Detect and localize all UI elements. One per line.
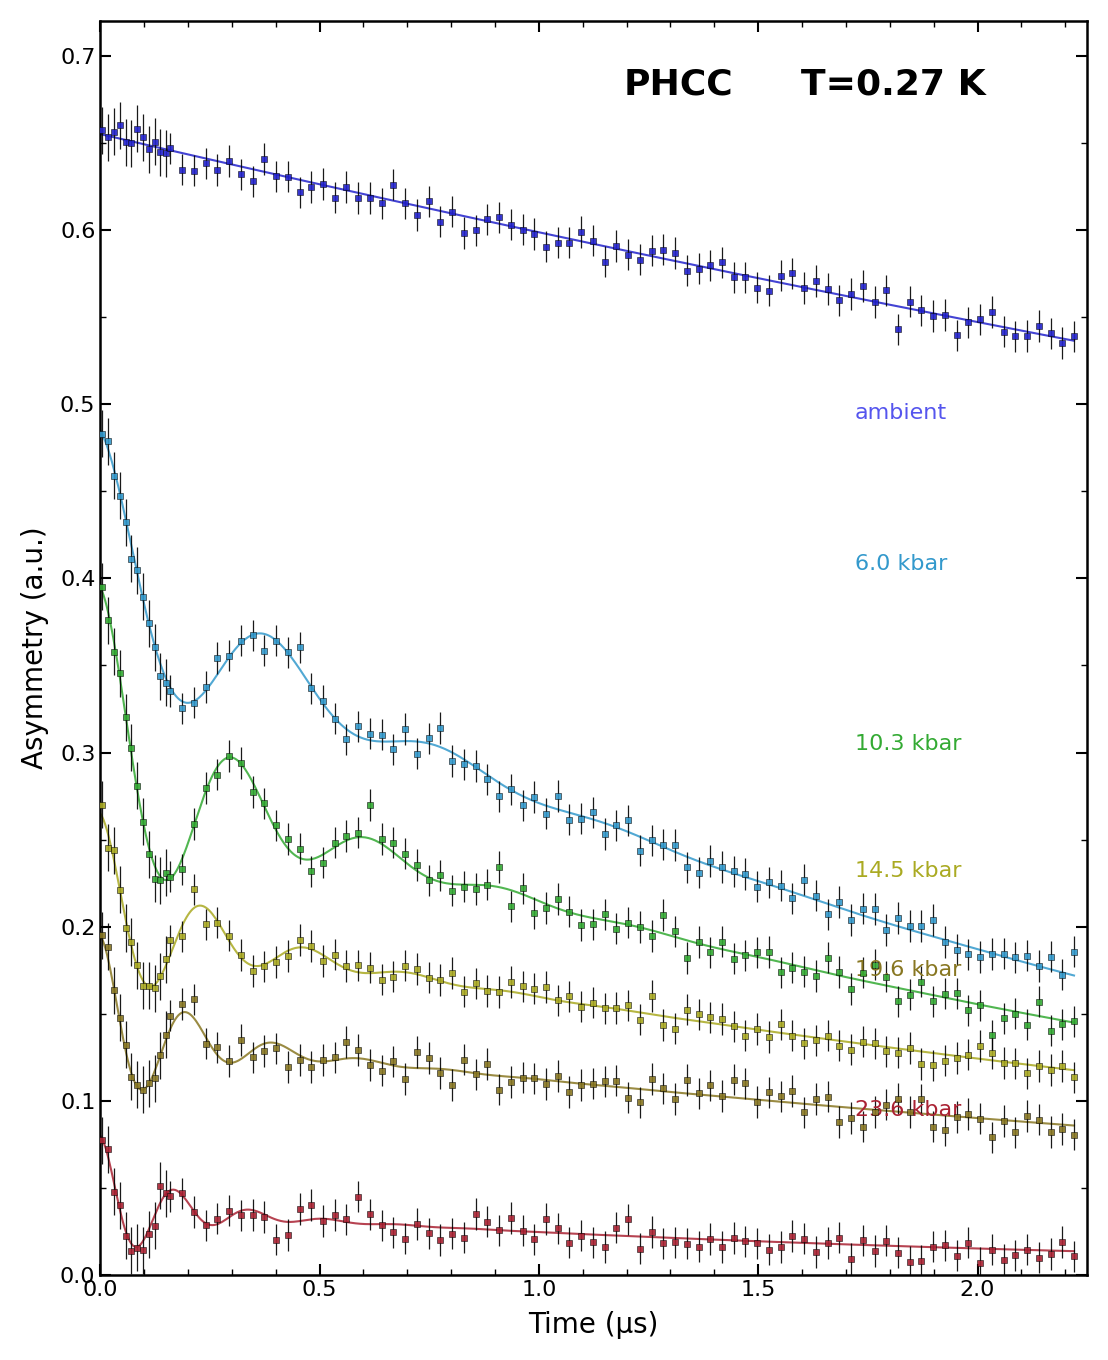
- Text: ambient: ambient: [854, 403, 947, 423]
- Text: PHCC: PHCC: [624, 67, 733, 101]
- Y-axis label: Asymmetry (a.u.): Asymmetry (a.u.): [21, 526, 49, 770]
- Text: 10.3 kbar: 10.3 kbar: [854, 734, 962, 753]
- X-axis label: Time (μs): Time (μs): [529, 1311, 659, 1340]
- Text: 23.6 kbar: 23.6 kbar: [854, 1100, 961, 1119]
- Text: 19.6 kbar: 19.6 kbar: [854, 960, 961, 981]
- Text: T=0.27 K: T=0.27 K: [801, 67, 986, 101]
- Text: 6.0 kbar: 6.0 kbar: [854, 555, 947, 574]
- Text: 14.5 kbar: 14.5 kbar: [854, 861, 962, 881]
